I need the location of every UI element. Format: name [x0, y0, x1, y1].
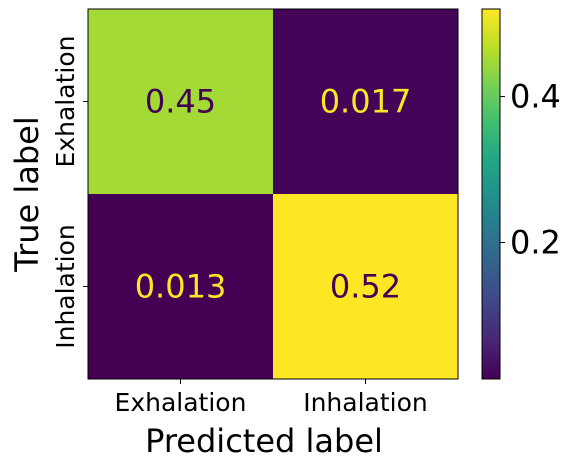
cell-value-labels: 0.45 0.017 0.013 0.52	[135, 83, 412, 306]
cell-value-label: 0.013	[135, 268, 227, 306]
heatmap-cell	[88, 9, 273, 194]
plot-frame	[87, 8, 459, 380]
x-axis-label: Predicted label	[145, 422, 383, 460]
heatmap-cell	[273, 194, 458, 379]
heatmap-cells	[88, 9, 458, 379]
heatmap-cell	[88, 194, 273, 379]
x-axis-ticks: Exhalation Inhalation	[115, 379, 428, 417]
cell-value-label: 0.52	[330, 268, 401, 306]
colorbar	[481, 8, 501, 380]
heatmap-cell	[273, 9, 458, 194]
y-tick-label: Inhalation	[51, 224, 80, 349]
y-axis-ticks: Exhalation Inhalation	[51, 36, 88, 349]
colorbar-ticks: 0.2 0.4	[500, 78, 561, 262]
x-tick-label: Inhalation	[303, 388, 428, 417]
y-axis-label: True label	[8, 116, 46, 273]
cell-value-label: 0.45	[145, 83, 216, 121]
y-tick-label: Exhalation	[51, 36, 80, 168]
colorbar-tick-label: 0.2	[510, 224, 561, 262]
colorbar-tick-label: 0.4	[510, 78, 561, 116]
x-tick-label: Exhalation	[115, 388, 247, 417]
cell-value-label: 0.017	[320, 83, 412, 121]
